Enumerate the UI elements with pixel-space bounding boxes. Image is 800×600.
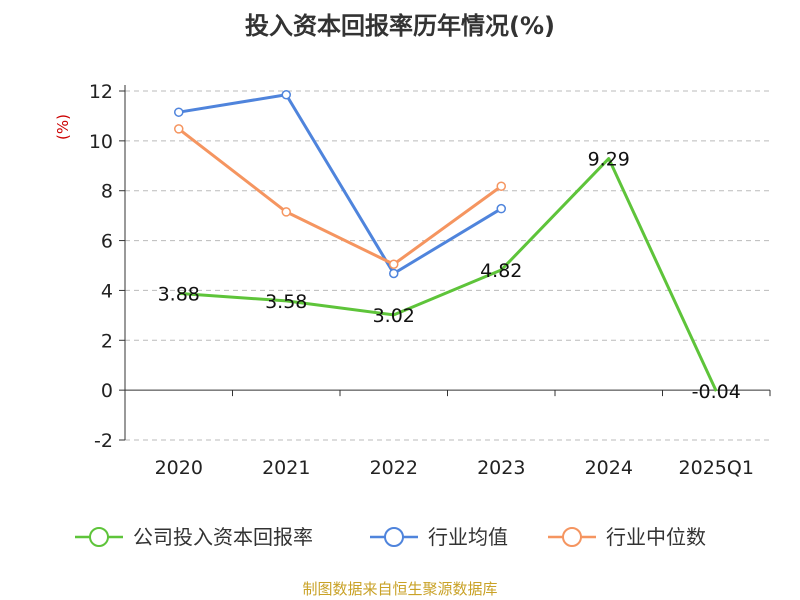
data-label: 3.58 (265, 291, 307, 313)
data-point (281, 207, 291, 217)
data-point (174, 124, 184, 134)
y-tick-label: 6 (101, 231, 113, 253)
legend-item[interactable]: 行业中位数 (548, 525, 706, 549)
legend-item[interactable]: 公司投入资本回报率 (75, 525, 313, 549)
y-tick-label: 12 (89, 81, 113, 103)
data-label: 3.88 (158, 283, 200, 305)
y-tick-label: 10 (89, 131, 113, 153)
series-line-0 (178, 157, 718, 392)
source-note: 制图数据来自恒生聚源数据库 (302, 580, 498, 598)
data-point (281, 89, 291, 100)
y-tick-label: 0 (101, 380, 113, 402)
legend-item[interactable]: 行业均值 (370, 525, 508, 549)
y-tick-label: 2 (101, 330, 113, 352)
data-label: 9.29 (588, 149, 630, 171)
x-tick-label: 2021 (262, 457, 310, 479)
chart-title: 投入资本回报率历年情况(%) (245, 12, 555, 40)
x-tick-label: 2022 (370, 457, 418, 479)
data-point (496, 203, 506, 214)
series-line-1 (178, 93, 503, 275)
y-axis-unit: (%) (54, 114, 72, 140)
data-label: -0.04 (692, 381, 741, 403)
data-label: 4.82 (480, 260, 522, 282)
y-tick-label: 8 (101, 181, 113, 203)
legend-label: 公司投入资本回报率 (133, 525, 313, 549)
data-label: 3.02 (373, 305, 415, 327)
legend-label: 行业均值 (428, 525, 508, 549)
y-tick-label: -2 (94, 430, 113, 452)
legend[interactable]: 公司投入资本回报率 行业均值 行业中位数 (75, 525, 706, 549)
series-group (174, 89, 718, 392)
data-point (389, 268, 399, 279)
data-labels: 3.88 3.58 3.02 4.82 9.29 -0.04 (158, 149, 741, 404)
axes: -2 0 2 4 6 8 10 12 2020 2021 2022 2023 2024 2025Q1 (89, 81, 771, 479)
legend-swatch-marker (562, 527, 582, 547)
x-tick-label: 2020 (155, 457, 203, 479)
y-tick-label: 4 (101, 280, 113, 302)
series-line-2 (177, 127, 503, 266)
x-tick-label: 2023 (477, 457, 525, 479)
data-point (389, 259, 399, 270)
legend-swatch-marker (384, 527, 404, 547)
x-tick-label: 2024 (585, 457, 633, 479)
legend-label: 行业中位数 (606, 525, 706, 549)
data-point (174, 107, 184, 117)
grid-lines (125, 90, 770, 441)
data-point (496, 181, 506, 191)
legend-swatch-marker (89, 527, 109, 547)
x-tick-label: 2025Q1 (679, 457, 754, 479)
